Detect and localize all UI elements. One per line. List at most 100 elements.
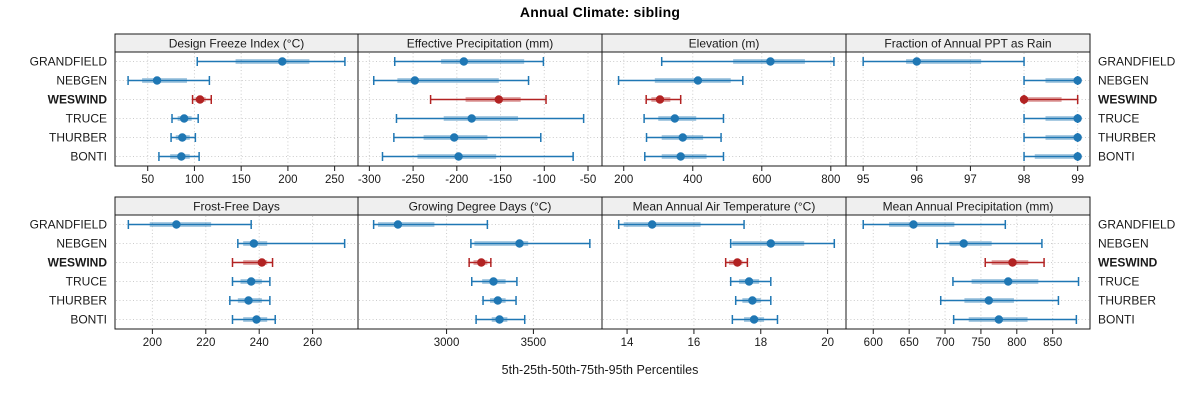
series-grandfield-panel3-median-dot (912, 57, 921, 66)
axis-tick-label: 850 (1043, 337, 1062, 349)
series-bonti-panel6-median-dot (749, 315, 759, 324)
series-thurber-panel0-median-dot (178, 133, 187, 142)
axis-tick-label: 240 (250, 337, 269, 349)
station-label-left-nebgen: NEBGEN (56, 237, 107, 251)
station-label-left-grandfield: GRANDFIELD (30, 55, 108, 69)
panel-strip-title: Design Freeze Index (°C) (169, 37, 305, 51)
series-truce-panel1-median-dot (467, 114, 476, 123)
panel-body (602, 215, 846, 329)
axis-tick-label: 220 (196, 337, 215, 349)
axis-tick-label: 250 (325, 174, 344, 186)
station-label-left-nebgen: NEBGEN (56, 74, 107, 88)
series-grandfield-panel1-median-dot (459, 57, 469, 66)
axis-tick-label: -100 (533, 174, 556, 186)
axis-tick-label: 750 (971, 337, 990, 349)
series-nebgen-panel3-median-dot (1073, 76, 1082, 85)
series-grandfield-panel5-median-dot (393, 220, 403, 229)
panel-body (846, 52, 1090, 166)
axis-tick-label: -250 (402, 174, 425, 186)
series-thurber-panel4-median-dot (244, 296, 253, 305)
series-weswind-panel1-median-dot (494, 95, 504, 104)
series-weswind-panel2-median-dot (655, 95, 665, 104)
series-weswind-panel3-median-dot (1019, 95, 1029, 104)
x-axis-caption: 5th-25th-50th-75th-95th Percentiles (501, 363, 699, 377)
series-nebgen-panel6-median-dot (766, 239, 775, 248)
station-label-right-grandfield: GRANDFIELD (1098, 218, 1176, 232)
station-label-right-truce: TRUCE (1098, 275, 1139, 289)
series-weswind-panel0-median-dot (195, 95, 205, 104)
series-grandfield-panel2-median-dot (766, 57, 775, 66)
axis-tick-label: 100 (185, 174, 204, 186)
station-label-right-bonti: BONTI (1098, 313, 1135, 327)
series-bonti-panel0-median-dot (177, 152, 186, 161)
station-label-right-grandfield: GRANDFIELD (1098, 55, 1176, 69)
station-label-right-thurber: THURBER (1098, 131, 1156, 145)
series-nebgen-panel5-median-dot (515, 239, 524, 248)
station-label-left-weswind: WESWIND (48, 256, 108, 270)
station-label-right-nebgen: NEBGEN (1098, 237, 1149, 251)
panel-strip-title: Mean Annual Precipitation (mm) (883, 200, 1054, 214)
panel-strip-title: Effective Precipitation (mm) (407, 37, 554, 51)
station-label-right-bonti: BONTI (1098, 150, 1135, 164)
station-label-left-truce: TRUCE (66, 275, 107, 289)
axis-tick-label: 600 (752, 174, 771, 186)
axis-tick-label: -50 (580, 174, 597, 186)
panel-body (358, 215, 602, 329)
series-grandfield-panel7-median-dot (909, 220, 918, 229)
series-truce-panel2-median-dot (670, 114, 680, 123)
axis-tick-label: 800 (821, 174, 840, 186)
panel-body (115, 215, 358, 329)
axis-tick-label: 97 (964, 174, 977, 186)
series-bonti-panel1-median-dot (454, 152, 463, 161)
station-label-right-truce: TRUCE (1098, 112, 1139, 126)
series-nebgen-panel0-median-dot (152, 76, 162, 85)
station-label-left-bonti: BONTI (70, 150, 107, 164)
axis-tick-label: 200 (278, 174, 297, 186)
station-label-right-thurber: THURBER (1098, 294, 1156, 308)
panel-border (845, 214, 1091, 330)
axis-tick-label: 16 (688, 337, 701, 349)
series-thurber-panel7-median-dot (984, 296, 994, 305)
series-bonti-panel3-median-dot (1073, 152, 1082, 161)
station-label-left-truce: TRUCE (66, 112, 107, 126)
panel-strip-title: Mean Annual Air Temperature (°C) (633, 200, 816, 214)
series-weswind-panel5-median-dot (477, 258, 486, 267)
axis-tick-label: 3000 (434, 337, 460, 349)
station-label-right-nebgen: NEBGEN (1098, 74, 1149, 88)
axis-tick-label: 650 (900, 337, 919, 349)
series-nebgen-panel1-median-dot (410, 76, 420, 85)
axis-tick-label: 99 (1071, 174, 1084, 186)
axis-tick-label: 14 (621, 337, 634, 349)
axis-tick-label: 600 (864, 337, 883, 349)
panel-strip-title: Fraction of Annual PPT as Rain (884, 37, 1051, 51)
station-label-left-thurber: THURBER (49, 131, 107, 145)
station-label-left-weswind: WESWIND (48, 93, 108, 107)
station-label-left-bonti: BONTI (70, 313, 107, 327)
series-nebgen-panel2-median-dot (693, 76, 703, 85)
series-weswind-panel4-median-dot (257, 258, 267, 267)
axis-tick-label: 260 (303, 337, 322, 349)
series-thurber-panel2-median-dot (678, 133, 687, 142)
station-label-left-grandfield: GRANDFIELD (30, 218, 108, 232)
station-label-right-weswind: WESWIND (1098, 93, 1158, 107)
axis-tick-label: 150 (232, 174, 251, 186)
series-nebgen-panel7-median-dot (959, 239, 968, 248)
panel-body (358, 52, 602, 166)
axis-tick-label: 18 (754, 337, 767, 349)
axis-tick-label: 3500 (521, 337, 547, 349)
panel-border (845, 51, 1091, 167)
series-bonti-panel5-median-dot (495, 315, 504, 324)
axis-tick-label: 200 (143, 337, 162, 349)
series-truce-panel6-median-dot (744, 277, 754, 286)
axis-tick-label: 20 (821, 337, 834, 349)
series-nebgen-panel4-median-dot (249, 239, 259, 248)
series-weswind-panel6-median-dot (733, 258, 742, 267)
axis-tick-label: 98 (1018, 174, 1031, 186)
axis-tick-label: -150 (489, 174, 512, 186)
panel-body (846, 215, 1090, 329)
axis-tick-label: -200 (445, 174, 468, 186)
axis-tick-label: 400 (683, 174, 702, 186)
series-grandfield-panel4-median-dot (172, 220, 181, 229)
